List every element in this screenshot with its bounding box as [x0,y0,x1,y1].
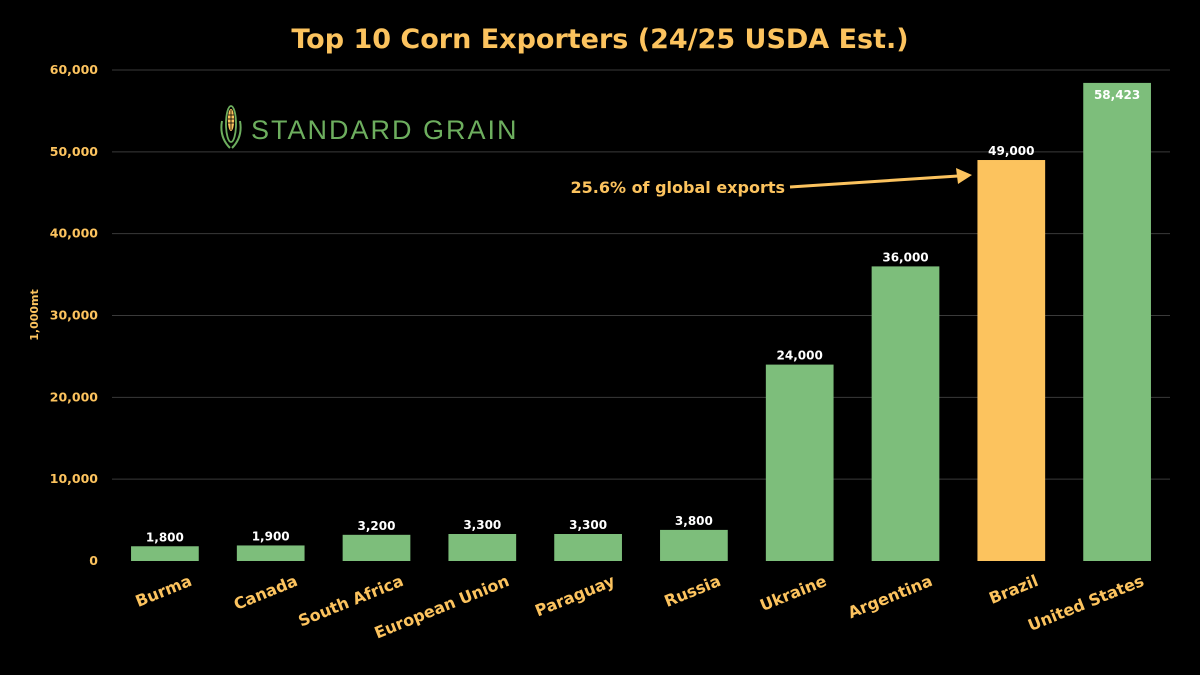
chart-title: Top 10 Corn Exporters (24/25 USDA Est.) [291,24,908,55]
y-tick-label: 30,000 [50,308,99,323]
category-label: Brazil [986,571,1041,608]
category-label: Burma [133,571,195,611]
data-label: 24,000 [777,349,823,363]
category-label: Argentina [845,571,935,622]
y-tick-label: 50,000 [50,144,99,159]
logo-text: STANDARD GRAIN [251,115,519,145]
annotation-arrow-line [789,174,959,189]
annotation-text: 25.6% of global exports [570,178,785,197]
data-label: 3,800 [675,514,713,528]
category-label: Ukraine [757,571,829,615]
data-label: 3,300 [463,518,501,532]
bar-european-union [448,533,517,561]
data-label: 1,800 [146,530,184,544]
data-label: 1,900 [252,529,290,543]
category-label: Canada [231,571,300,614]
category-label: Paraguay [532,571,618,620]
bar-russia [660,529,728,561]
bar-paraguay [554,533,622,561]
bar-brazil [977,160,1046,561]
standard-grain-logo: STANDARD GRAIN [220,105,519,149]
y-tick-label: 20,000 [50,389,99,404]
data-label: 36,000 [882,250,928,264]
bar-canada [236,545,305,561]
annotation-arrowhead [956,168,972,184]
bar-united-states [1083,82,1151,561]
category-label: Russia [662,571,724,611]
bars [131,82,1151,561]
data-label: 58,423 [1094,88,1140,102]
y-tick-label: 0 [89,553,98,568]
data-labels: 1,800 1,900 3,200 3,300 3,300 3,800 24,000 36,0… [146,88,1140,544]
annotation: 25.6% of global exports [570,168,972,197]
y-axis-ticks: 0 10,000 20,000 30,000 40,000 50,000 60,000 [50,62,99,568]
bar-ukraine [765,364,834,561]
bar-burma [131,546,199,561]
data-label: 3,200 [358,519,396,533]
data-label: 49,000 [988,144,1034,158]
y-tick-label: 10,000 [50,471,99,486]
corn-icon [220,105,242,149]
bar-south-africa [342,534,411,561]
y-tick-label: 40,000 [50,226,99,241]
data-label: 3,300 [569,518,607,532]
y-axis-label: 1,000mt [28,289,41,341]
y-tick-label: 60,000 [50,62,99,77]
bar-argentina [871,266,940,561]
category-label: United States [1025,571,1147,635]
